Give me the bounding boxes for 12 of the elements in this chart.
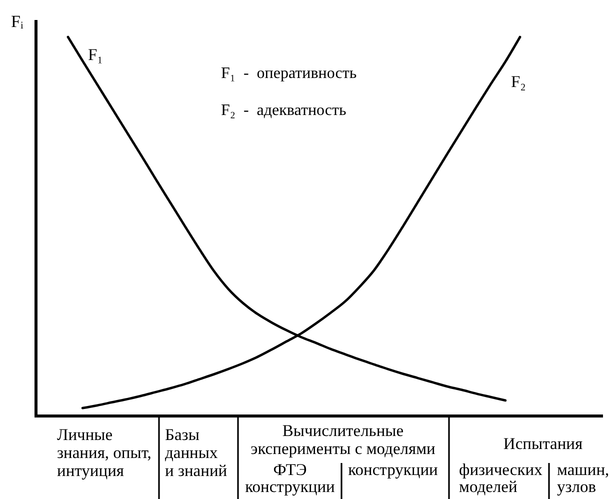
text: машин, узлов: [557, 460, 610, 496]
text: Личные знания, опыт, интуиция: [57, 425, 152, 480]
text: Испытания: [503, 434, 583, 453]
series-label: F₂: [511, 72, 526, 91]
series-label: F₁: [88, 45, 103, 64]
text: Базы данных и знаний: [165, 425, 228, 480]
text: конструкции: [348, 460, 438, 479]
text: ФТЭ конструкции: [245, 460, 336, 496]
y-axis-title: Fᵢ: [11, 12, 24, 31]
annotation: F₂ - адекватность: [221, 102, 346, 119]
text: физических моделей: [459, 460, 544, 496]
annotation: F₁ - оперативность: [221, 65, 357, 82]
